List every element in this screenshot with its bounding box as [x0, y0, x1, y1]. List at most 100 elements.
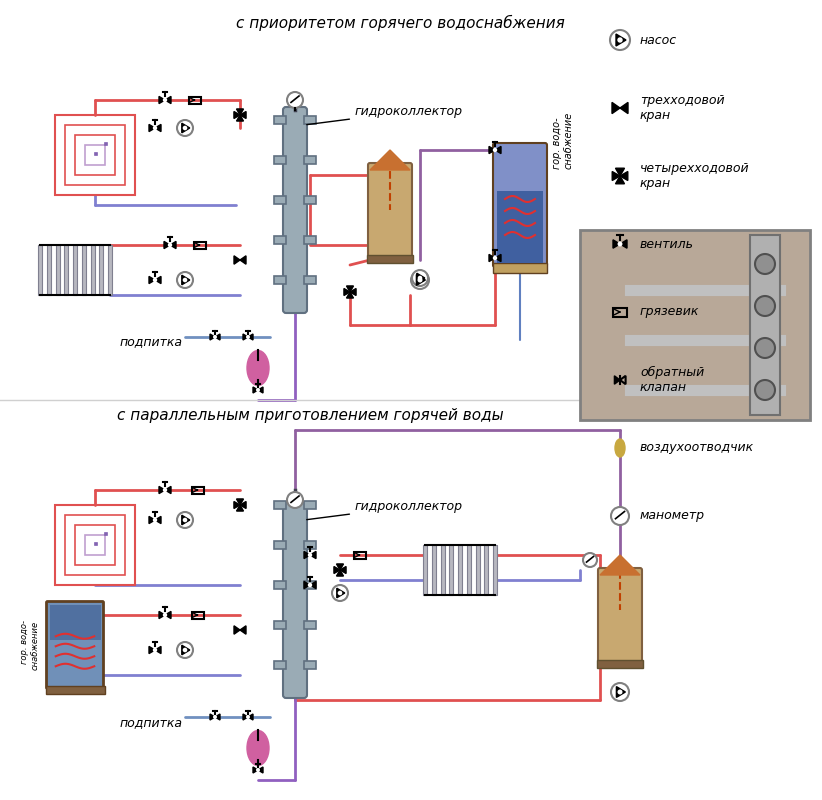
Polygon shape	[237, 115, 243, 121]
Circle shape	[493, 149, 496, 151]
Bar	[189, 97, 201, 103]
Ellipse shape	[247, 350, 269, 386]
Bar	[475, 545, 479, 595]
Bar	[194, 242, 206, 249]
Text: трехходовой
кран: трехходовой кран	[640, 94, 725, 122]
Bar	[65, 125, 125, 185]
Text: подпитка: подпитка	[120, 717, 183, 730]
Bar	[304, 196, 316, 204]
Polygon shape	[304, 582, 310, 589]
Bar	[81, 245, 85, 295]
Bar	[493, 545, 497, 595]
Bar	[580, 230, 810, 420]
Bar	[73, 245, 77, 295]
Polygon shape	[347, 286, 353, 292]
Circle shape	[618, 690, 621, 694]
FancyBboxPatch shape	[283, 502, 307, 698]
Circle shape	[332, 585, 348, 601]
Polygon shape	[210, 714, 215, 720]
Polygon shape	[304, 551, 310, 558]
Polygon shape	[149, 276, 155, 284]
Bar	[75, 135, 115, 175]
Bar	[304, 581, 316, 589]
Polygon shape	[616, 686, 626, 698]
Polygon shape	[616, 168, 625, 176]
Polygon shape	[240, 111, 246, 118]
FancyBboxPatch shape	[598, 568, 642, 662]
Ellipse shape	[247, 730, 269, 766]
Bar	[274, 196, 286, 204]
Polygon shape	[149, 124, 155, 131]
Text: гор. водо-
снабжение: гор. водо- снабжение	[20, 621, 39, 670]
FancyBboxPatch shape	[493, 143, 547, 267]
Text: манометр: манометр	[640, 510, 705, 522]
Polygon shape	[215, 714, 220, 720]
Text: с параллельным приготовлением горячей воды: с параллельным приготовлением горячей во…	[117, 408, 503, 423]
Circle shape	[154, 126, 156, 130]
Polygon shape	[165, 611, 171, 618]
Circle shape	[256, 389, 259, 391]
Polygon shape	[170, 242, 176, 249]
Polygon shape	[613, 240, 620, 248]
Polygon shape	[616, 176, 625, 184]
Polygon shape	[612, 102, 620, 114]
Bar	[85, 535, 105, 555]
Bar	[304, 116, 316, 124]
Bar	[304, 621, 316, 629]
Polygon shape	[240, 256, 246, 264]
Bar	[38, 245, 42, 295]
Polygon shape	[620, 171, 628, 181]
Bar	[45, 686, 104, 694]
Polygon shape	[159, 96, 165, 104]
Polygon shape	[370, 150, 410, 170]
Circle shape	[214, 716, 216, 718]
Polygon shape	[612, 171, 620, 181]
Bar	[90, 245, 95, 295]
Bar	[367, 255, 413, 263]
Polygon shape	[489, 146, 495, 154]
Polygon shape	[234, 502, 240, 509]
Polygon shape	[159, 611, 165, 618]
Polygon shape	[240, 626, 246, 634]
Text: гор. водо-
снабжение: гор. водо- снабжение	[552, 111, 574, 169]
Polygon shape	[495, 146, 501, 154]
Text: воздухоотводчик: воздухоотводчик	[640, 442, 754, 454]
Bar	[274, 236, 286, 244]
Bar	[108, 245, 112, 295]
Polygon shape	[347, 292, 353, 298]
Polygon shape	[489, 254, 495, 262]
Circle shape	[611, 507, 629, 525]
Polygon shape	[600, 555, 640, 575]
Circle shape	[164, 614, 167, 617]
Bar	[304, 156, 316, 164]
Bar	[304, 276, 316, 284]
Bar	[432, 545, 436, 595]
Circle shape	[247, 716, 249, 718]
Bar	[105, 533, 107, 535]
Bar	[55, 505, 135, 585]
Bar	[99, 245, 104, 295]
Bar	[484, 545, 488, 595]
Bar	[274, 156, 286, 164]
Circle shape	[177, 272, 193, 288]
Bar	[304, 541, 316, 549]
Circle shape	[611, 683, 629, 701]
Polygon shape	[417, 274, 426, 286]
Bar	[304, 501, 316, 509]
Circle shape	[164, 489, 167, 491]
Circle shape	[247, 336, 249, 338]
Circle shape	[256, 769, 259, 771]
Bar	[192, 486, 204, 494]
Polygon shape	[234, 626, 240, 634]
Bar	[47, 245, 51, 295]
Circle shape	[164, 98, 167, 102]
Polygon shape	[620, 102, 628, 114]
Circle shape	[493, 257, 496, 259]
Text: с приоритетом горячего водоснабжения: с приоритетом горячего водоснабжения	[236, 15, 565, 31]
Polygon shape	[243, 714, 248, 720]
Polygon shape	[310, 551, 316, 558]
Bar	[274, 621, 286, 629]
Bar	[497, 191, 543, 263]
Circle shape	[308, 583, 312, 586]
Circle shape	[610, 30, 630, 50]
